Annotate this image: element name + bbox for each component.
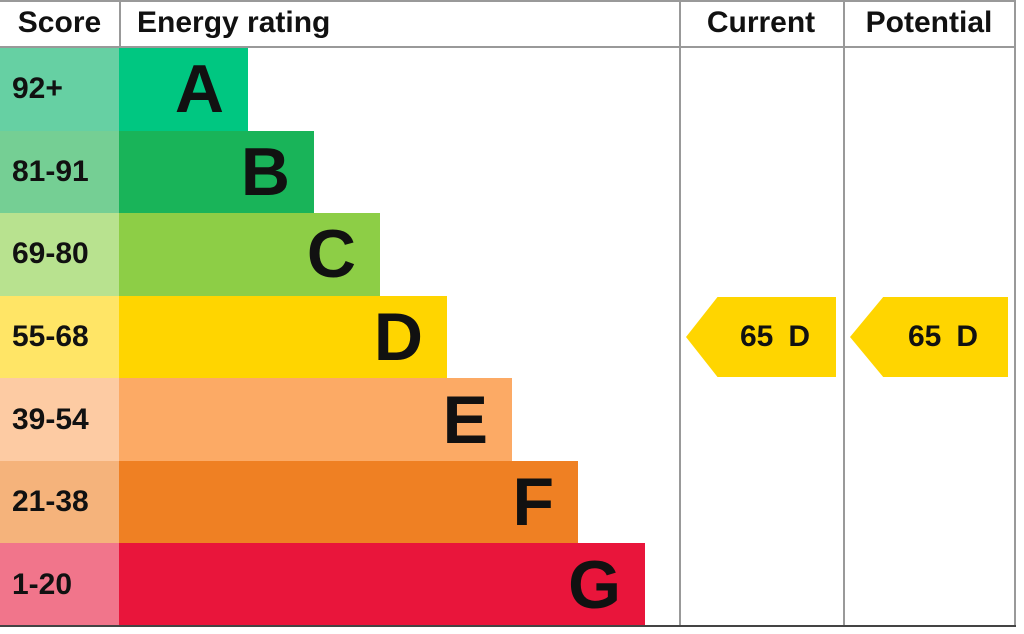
band-letter-b: B [240,133,290,210]
band-row-e: 39-54 E [0,378,679,461]
score-range-c: 69-80 [0,213,119,296]
score-range-b: 81-91 [0,130,119,214]
score-range-d: 55-68 [0,295,119,379]
divider-header-rows [0,46,1016,48]
band-bar-b: B [119,130,314,214]
score-range-a: 92+ [0,48,119,131]
divider-rating-current [679,0,681,627]
band-letter-e: E [442,381,488,458]
divider-current-potential [843,0,845,627]
band-letter-a: A [174,51,224,128]
band-bar-e: E [119,378,512,461]
band-rows: 92+ A 81-91 B 69-80 C 55-68 D 39-54 E 21-38 F 1-20 G [0,48,679,627]
band-bar-c: C [119,213,380,296]
current-score-value: 65 [739,320,774,353]
band-row-f: 21-38 F [0,460,679,544]
divider-score-rating [119,0,121,46]
band-letter-g: G [568,546,621,623]
potential-band-letter: D [956,320,979,353]
score-range-f: 21-38 [0,460,119,544]
current-rating-arrow: 65 D [686,297,836,377]
score-range-g: 1-20 [0,543,119,627]
band-bar-f: F [119,460,578,544]
header-potential: Potential [865,6,993,39]
band-letter-c: C [306,216,356,293]
potential-score-value: 65 [907,320,942,353]
header-energy-rating: Energy rating [137,6,331,39]
band-row-d: 55-68 D [0,295,679,379]
band-row-b: 81-91 B [0,130,679,214]
header-score: Score [17,6,102,39]
band-bar-d: D [119,295,447,379]
divider-top [0,0,1016,2]
score-range-e: 39-54 [0,378,119,461]
band-letter-f: F [512,464,554,541]
band-row-g: 1-20 G [0,543,679,627]
divider-right-edge [1014,0,1016,627]
header-current: Current [706,6,816,39]
band-row-c: 69-80 C [0,213,679,296]
band-bar-a: A [119,48,248,131]
current-band-letter: D [788,320,811,353]
band-bar-g: G [119,543,645,627]
divider-bottom [0,625,1016,627]
band-row-a: 92+ A [0,48,679,131]
band-letter-d: D [373,299,423,376]
potential-rating-arrow: 65 D [850,297,1008,377]
